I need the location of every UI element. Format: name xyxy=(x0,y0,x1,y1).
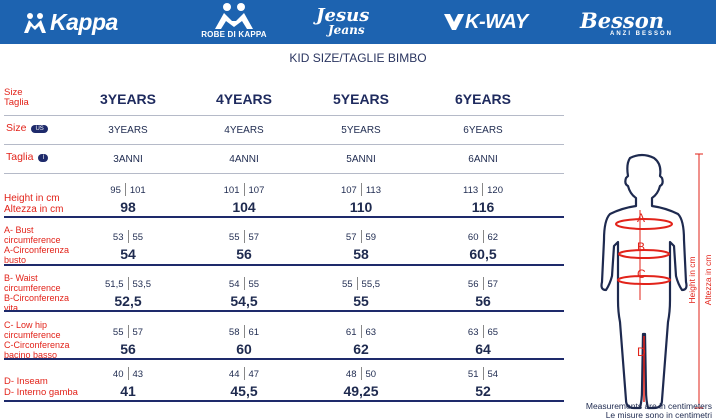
hip-range: 55 57 xyxy=(112,325,144,338)
size-us-label: Size US xyxy=(6,122,48,134)
us-badge: US xyxy=(31,125,48,133)
bust-value: 54 xyxy=(120,246,136,262)
hip-range: 61 63 xyxy=(345,325,377,338)
it-size-cell: 3ANNI xyxy=(113,154,143,165)
hip-range: 58 61 xyxy=(228,325,260,338)
bust-range: 53 55 xyxy=(112,230,144,243)
height-axis-label: Height in cm xyxy=(687,256,697,303)
inseam-value: 41 xyxy=(120,383,136,399)
column-header: 4YEARS xyxy=(215,91,273,107)
page-title: KID SIZE/TAGLIE BIMBO xyxy=(289,51,427,65)
inseam-value: 45,5 xyxy=(230,383,258,399)
column-header: 3YEARS xyxy=(99,91,157,107)
taglia-label: Taglia I xyxy=(6,151,49,163)
child-measurement-figure: A B C D Height in cm Altezza in cm xyxy=(600,153,713,410)
height-range: 113 120 xyxy=(462,183,503,196)
column-header: 6YEARS xyxy=(454,91,512,107)
marker-c: C xyxy=(637,267,646,281)
inseam-value: 52 xyxy=(475,383,491,399)
us-size-cell: 3YEARS xyxy=(108,125,148,136)
row-divider xyxy=(4,310,564,312)
bust-value: 58 xyxy=(353,246,369,262)
inseam-value: 49,25 xyxy=(343,383,379,399)
kway-logo: K-WAY xyxy=(444,11,528,34)
waist-range: 56 57 xyxy=(467,277,499,290)
inseam-range: 40 43 xyxy=(112,367,144,380)
robe-omini-icon xyxy=(215,3,253,29)
height-range: 95 101 xyxy=(110,183,146,196)
bust-value: 60,5 xyxy=(469,246,497,262)
kappa-logo: Kappa xyxy=(22,9,118,36)
hip-value: 56 xyxy=(120,341,136,357)
row-divider xyxy=(4,115,564,116)
us-size-cell: 4YEARS xyxy=(224,125,264,136)
bust-value: 56 xyxy=(236,246,252,262)
height-label: Height in cm Altezza in cm xyxy=(4,193,64,215)
marker-b: B xyxy=(637,240,645,254)
it-size-cell: 6ANNI xyxy=(468,154,498,165)
row-divider xyxy=(4,264,564,266)
hip-range: 63 65 xyxy=(467,325,499,338)
child-outline-icon xyxy=(600,153,688,410)
bust-range: 55 57 xyxy=(228,230,260,243)
waist-label: B- Waist circumference B-Circonferenza vita xyxy=(4,273,70,313)
kappa-omini-icon xyxy=(24,13,46,33)
bust-range: 60 62 xyxy=(467,230,499,243)
us-size-cell: 5YEARS xyxy=(341,125,381,136)
hip-value: 64 xyxy=(475,341,491,357)
waist-value: 52,5 xyxy=(114,293,142,309)
marker-a: A xyxy=(637,211,645,225)
footnote-en: Measurements are in centimeters xyxy=(585,401,712,411)
inseam-range: 44 47 xyxy=(228,367,260,380)
waist-range: 51,5 53,5 xyxy=(105,277,151,290)
height-value: 98 xyxy=(120,199,136,215)
size-header-label: Size Taglia xyxy=(4,87,29,108)
inseam-range: 48 50 xyxy=(345,367,377,380)
row-divider xyxy=(4,358,564,360)
waist-range: 55 55,5 xyxy=(341,277,381,290)
row-divider xyxy=(4,173,564,174)
it-size-cell: 4ANNI xyxy=(229,154,259,165)
us-size-cell: 6YEARS xyxy=(463,125,503,136)
hip-value: 62 xyxy=(353,341,369,357)
marker-d: D xyxy=(637,345,646,359)
bust-range: 57 59 xyxy=(345,230,377,243)
footnote-it: Le misure sono in centimetri xyxy=(605,410,712,418)
row-divider xyxy=(4,144,564,145)
it-size-cell: 5ANNI xyxy=(346,154,376,165)
hip-value: 60 xyxy=(236,341,252,357)
inseam-label: D- Inseam D- Interno gamba xyxy=(4,376,78,398)
altezza-axis-label: Altezza in cm xyxy=(703,255,713,306)
waist-value: 56 xyxy=(475,293,491,309)
besson-logo: Besson ANZI BESSON xyxy=(580,8,674,37)
waist-range: 54 55 xyxy=(228,277,260,290)
height-value: 110 xyxy=(349,199,373,215)
height-value: 104 xyxy=(232,199,256,215)
waist-value: 55 xyxy=(353,293,369,309)
row-divider xyxy=(4,400,564,402)
brand-header: Kappa ROBE DI KAPPA Jesus Jeans K-WAY Be… xyxy=(0,0,716,44)
column-header: 5YEARS xyxy=(332,91,390,107)
height-range: 101 107 xyxy=(223,183,265,196)
bust-label: A- Bust circumference A-Circonferenza busto xyxy=(4,225,70,265)
waist-value: 54,5 xyxy=(230,293,258,309)
robe-di-kappa-logo: ROBE DI KAPPA xyxy=(196,2,272,39)
kway-chevron-icon xyxy=(444,14,464,30)
height-value: 116 xyxy=(471,199,495,215)
row-divider xyxy=(4,216,564,218)
it-badge: I xyxy=(38,154,49,162)
height-range: 107 113 xyxy=(340,183,381,196)
hip-label: C- Low hip circumference C-Circonferenza ba… xyxy=(4,320,70,360)
inseam-range: 51 54 xyxy=(467,367,499,380)
jesus-jeans-logo: Jesus Jeans xyxy=(316,5,370,38)
